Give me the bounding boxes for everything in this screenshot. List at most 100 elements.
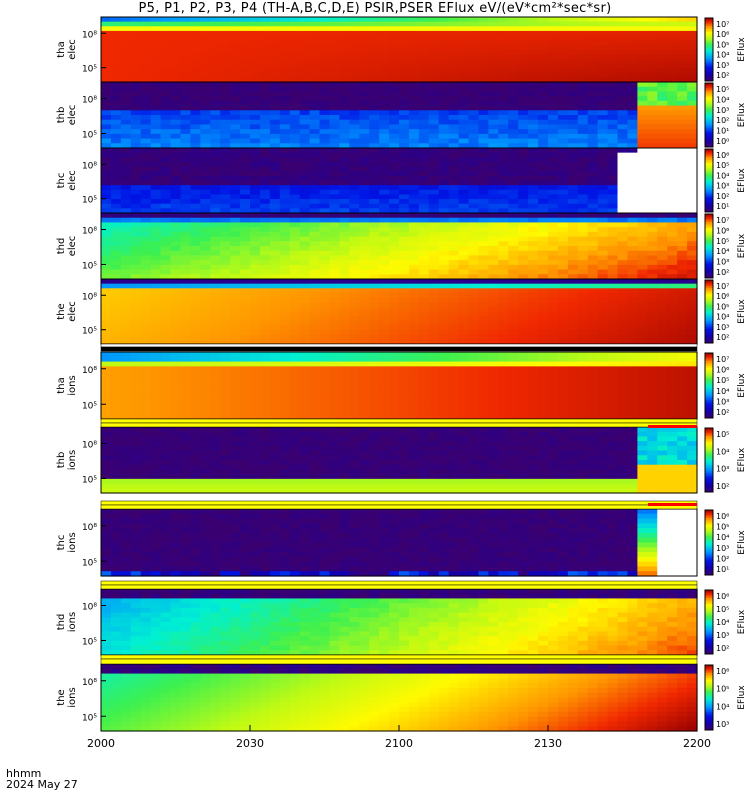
spectrogram-cell bbox=[458, 77, 470, 83]
spectrogram-cell bbox=[349, 35, 360, 41]
spectrogram-cell bbox=[230, 189, 241, 196]
spectrogram-cell bbox=[687, 72, 698, 78]
spectrogram-cell bbox=[210, 339, 221, 345]
spectrogram-cell bbox=[448, 390, 460, 396]
colorbar-tick-label: 10² bbox=[716, 116, 729, 125]
spectrogram-cell bbox=[279, 375, 291, 382]
spectrogram-cell bbox=[518, 185, 529, 191]
spectrogram-cell bbox=[150, 82, 162, 88]
spectrogram-cell bbox=[379, 269, 390, 275]
spectrogram-cell bbox=[587, 138, 599, 144]
spectrogram-cell bbox=[269, 297, 281, 303]
spectrogram-cell bbox=[458, 148, 470, 154]
spectrogram-cell bbox=[269, 199, 281, 205]
spectrogram-cell bbox=[637, 279, 648, 285]
spectrogram-cell bbox=[319, 274, 331, 280]
spectrogram-cell bbox=[498, 217, 509, 224]
spectrogram-cell bbox=[319, 86, 331, 93]
spectrogram-cell bbox=[190, 185, 201, 191]
spectrogram-cell bbox=[299, 49, 311, 55]
spectrogram-cell bbox=[408, 292, 420, 299]
spectrogram-cell bbox=[309, 96, 321, 102]
spectrogram-cell bbox=[548, 35, 559, 41]
spectrogram-cell bbox=[329, 356, 340, 363]
spectrogram-cell bbox=[200, 17, 211, 23]
spectrogram-cell bbox=[528, 288, 539, 294]
spectrogram-cell bbox=[319, 189, 331, 196]
spectrogram-cell bbox=[319, 91, 331, 97]
spectrogram-cell bbox=[240, 166, 251, 172]
spectrogram-cell bbox=[339, 255, 350, 261]
spectrogram-cell bbox=[607, 231, 619, 238]
y-tick-label: 10⁵ bbox=[82, 130, 97, 140]
spectrogram-cell bbox=[101, 100, 112, 107]
spectrogram-cell bbox=[299, 292, 311, 299]
spectrogram-cell bbox=[289, 161, 301, 168]
spectrogram-cell bbox=[567, 77, 579, 83]
spectrogram-cell bbox=[170, 100, 182, 107]
spectrogram-cell bbox=[488, 100, 499, 107]
spectrogram-cell bbox=[120, 302, 132, 308]
spectrogram-cell bbox=[230, 217, 241, 224]
spectrogram-cell bbox=[269, 91, 281, 97]
spectrogram-cell bbox=[230, 260, 241, 266]
spectrogram-cell bbox=[458, 110, 470, 116]
spectrogram-cell bbox=[339, 222, 350, 228]
colorbar-segment bbox=[705, 79, 713, 82]
spectrogram-cell bbox=[518, 115, 529, 121]
spectrogram-cell bbox=[498, 63, 509, 69]
spectrogram-cell bbox=[309, 77, 321, 83]
spectrogram-cell bbox=[448, 236, 460, 242]
colorbar-tick-label: 10³ bbox=[716, 258, 729, 267]
spectrogram-cell bbox=[299, 161, 311, 168]
spectrogram-cell bbox=[120, 334, 132, 340]
spectrogram-cell bbox=[240, 148, 251, 154]
spectrogram-cell bbox=[309, 356, 321, 363]
spectrogram-cell bbox=[120, 180, 132, 186]
spectrogram-cell bbox=[647, 35, 658, 41]
spectrogram-cell bbox=[210, 297, 221, 303]
spectrogram-cell bbox=[468, 82, 480, 88]
spectrogram-cell bbox=[428, 250, 440, 257]
spectrogram-cell bbox=[408, 166, 420, 172]
spectrogram-cell bbox=[478, 236, 489, 242]
spectrogram-cell bbox=[250, 44, 261, 51]
spectrogram-cell bbox=[329, 63, 340, 69]
spectrogram-cell bbox=[220, 352, 231, 358]
spectrogram-cell bbox=[250, 143, 261, 149]
spectrogram-cell bbox=[240, 334, 251, 340]
spectrogram-cell bbox=[140, 86, 152, 93]
spectrogram-cell bbox=[299, 91, 311, 97]
y-tick-label: 10⁸ bbox=[82, 161, 97, 171]
spectrogram-cell bbox=[140, 54, 152, 60]
spectrogram-cell bbox=[617, 82, 629, 88]
spectrogram-cell bbox=[617, 166, 629, 172]
spectrogram-cell bbox=[110, 352, 122, 358]
spectrogram-cell bbox=[220, 283, 231, 289]
spectrogram-cell bbox=[120, 279, 132, 285]
spectrogram-cell bbox=[538, 82, 549, 88]
colorbar-segment bbox=[705, 124, 713, 127]
spectrogram-cell bbox=[329, 96, 340, 102]
spectrogram-cell bbox=[428, 208, 440, 214]
spectrogram-cell bbox=[657, 119, 668, 126]
spectrogram-cell bbox=[130, 119, 142, 126]
spectrogram-cell bbox=[577, 35, 589, 41]
spectrogram-cell bbox=[418, 86, 430, 93]
spectrogram-cell bbox=[379, 217, 390, 224]
spectrogram-cell bbox=[538, 54, 549, 60]
spectrogram-cell bbox=[528, 30, 539, 37]
spectrogram-cell bbox=[359, 58, 370, 65]
spectrogram-cell bbox=[627, 26, 638, 32]
spectrogram-cell bbox=[329, 68, 340, 74]
colorbar-segment bbox=[705, 110, 713, 113]
spectrogram-cell bbox=[160, 133, 172, 140]
spectrogram-cell bbox=[101, 297, 112, 303]
spectrogram-cell bbox=[230, 44, 241, 51]
spectrogram-cell bbox=[498, 175, 509, 182]
spectrogram-cell bbox=[259, 283, 271, 289]
spectrogram-cell bbox=[359, 105, 370, 111]
spectrogram-cell bbox=[677, 152, 688, 158]
spectrogram-cell bbox=[200, 68, 211, 74]
spectrogram-cell bbox=[309, 320, 321, 327]
